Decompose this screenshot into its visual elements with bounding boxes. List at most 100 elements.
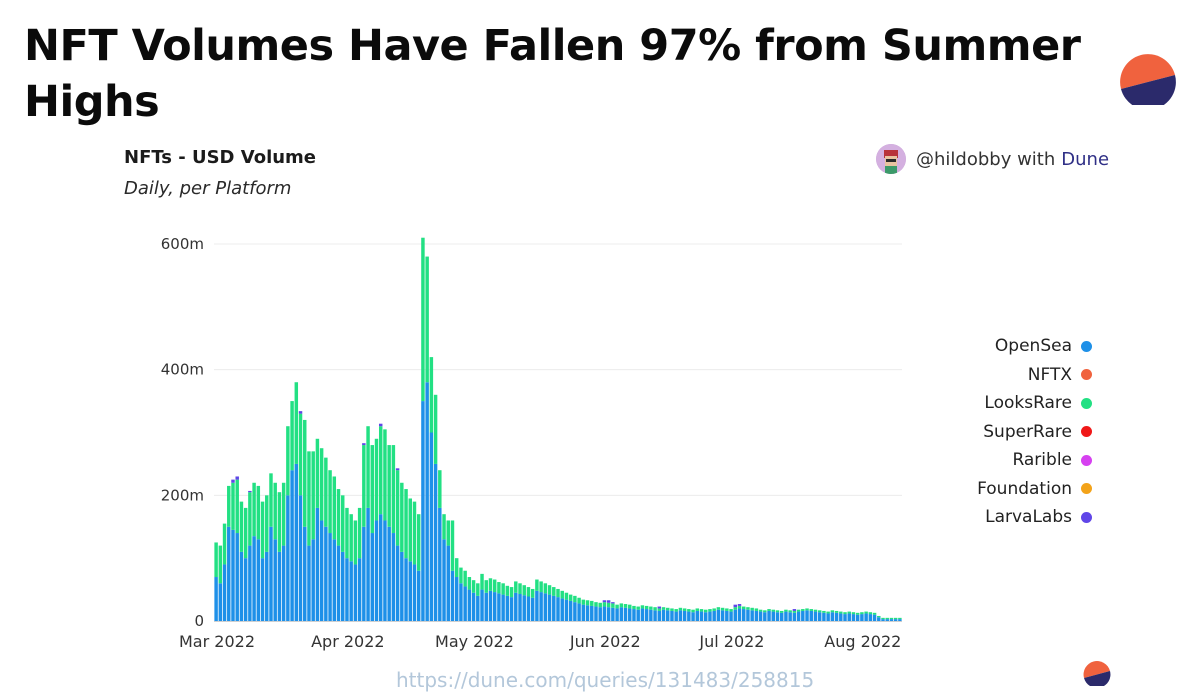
bar-larvalabs[interactable] [606, 600, 611, 603]
bar-looksrare[interactable] [349, 514, 353, 562]
bar-looksrare[interactable] [307, 451, 311, 546]
bar-opensea[interactable] [877, 617, 881, 621]
bar-looksrare[interactable] [484, 580, 488, 593]
bar-opensea[interactable] [467, 589, 472, 621]
bar-looksrare[interactable] [720, 607, 725, 611]
bar-opensea[interactable] [214, 577, 218, 621]
bar-opensea[interactable] [741, 609, 746, 621]
bar-looksrare[interactable] [872, 612, 877, 615]
bar-looksrare[interactable] [716, 607, 721, 610]
bar-opensea[interactable] [425, 382, 429, 621]
bar-opensea[interactable] [547, 594, 552, 621]
bar-looksrare[interactable] [623, 604, 628, 608]
bar-looksrare[interactable] [741, 606, 746, 610]
bar-looksrare[interactable] [691, 609, 695, 613]
bar-larvalabs[interactable] [395, 468, 400, 471]
bar-looksrare[interactable] [526, 587, 531, 597]
bar-looksrare[interactable] [632, 605, 636, 610]
bar-opensea[interactable] [628, 608, 632, 621]
bar-looksrare[interactable] [860, 612, 864, 615]
bar-looksrare[interactable] [328, 470, 332, 534]
bar-looksrare[interactable] [754, 608, 759, 611]
bar-opensea[interactable] [260, 558, 265, 621]
bar-looksrare[interactable] [868, 612, 873, 615]
bar-looksrare[interactable] [877, 615, 881, 618]
bar-opensea[interactable] [543, 593, 548, 621]
bar-opensea[interactable] [480, 589, 484, 621]
bar-looksrare[interactable] [214, 542, 218, 578]
bar-looksrare[interactable] [286, 426, 290, 496]
bar-looksrare[interactable] [577, 597, 581, 604]
bar-opensea[interactable] [530, 597, 535, 621]
bar-opensea[interactable] [222, 564, 227, 621]
bar-opensea[interactable] [416, 570, 421, 621]
bar-looksrare[interactable] [404, 489, 408, 559]
bar-looksrare[interactable] [661, 607, 666, 610]
bar-looksrare[interactable] [788, 610, 792, 613]
bar-looksrare[interactable] [729, 609, 733, 612]
bar-looksrare[interactable] [252, 482, 256, 537]
bar-looksrare[interactable] [497, 582, 501, 594]
legend-item[interactable]: SuperRare [977, 418, 1092, 447]
bar-looksrare[interactable] [277, 492, 282, 552]
bar-looksrare[interactable] [374, 438, 379, 521]
bar-looksrare[interactable] [695, 608, 700, 611]
bar-opensea[interactable] [779, 612, 784, 621]
bar-opensea[interactable] [788, 612, 792, 621]
bar-looksrare[interactable] [438, 470, 442, 508]
bar-opensea[interactable] [526, 596, 531, 621]
bar-looksrare[interactable] [315, 438, 320, 508]
bar-opensea[interactable] [328, 533, 332, 621]
bar-looksrare[interactable] [864, 611, 868, 614]
bar-looksrare[interactable] [581, 599, 586, 605]
bar-looksrare[interactable] [560, 590, 564, 599]
bar-looksrare[interactable] [480, 573, 484, 590]
bar-opensea[interactable] [294, 463, 299, 621]
bar-opensea[interactable] [235, 533, 239, 621]
bar-opensea[interactable] [438, 507, 442, 621]
bar-looksrare[interactable] [834, 610, 839, 613]
bar-opensea[interactable] [463, 586, 467, 621]
bar-looksrare[interactable] [666, 607, 670, 611]
bar-opensea[interactable] [514, 592, 518, 621]
bar-looksrare[interactable] [319, 448, 324, 521]
bar-looksrare[interactable] [522, 585, 526, 596]
bar-larvalabs[interactable] [362, 443, 366, 446]
bar-looksrare[interactable] [822, 610, 826, 613]
bar-looksrare[interactable] [826, 611, 830, 614]
bar-looksrare[interactable] [619, 603, 624, 608]
bar-looksrare[interactable] [585, 600, 590, 606]
bar-opensea[interactable] [471, 592, 476, 621]
bar-looksrare[interactable] [505, 585, 510, 596]
bar-looksrare[interactable] [657, 608, 662, 611]
bar-opensea[interactable] [505, 595, 510, 621]
bar-opensea[interactable] [644, 609, 649, 621]
bar-opensea[interactable] [539, 592, 543, 621]
bar-looksrare[interactable] [801, 609, 805, 611]
bar-looksrare[interactable] [429, 357, 434, 433]
dune-link[interactable]: Dune [1061, 148, 1110, 170]
bar-opensea[interactable] [826, 613, 830, 621]
bar-opensea[interactable] [336, 545, 341, 621]
bar-opensea[interactable] [484, 592, 488, 621]
bar-looksrare[interactable] [294, 382, 299, 464]
bar-looksrare[interactable] [433, 394, 438, 464]
bar-looksrare[interactable] [391, 445, 396, 534]
bar-looksrare[interactable] [573, 595, 577, 603]
bar-opensea[interactable] [319, 520, 324, 621]
bar-opensea[interactable] [699, 611, 704, 621]
bar-looksrare[interactable] [746, 607, 750, 610]
bar-opensea[interactable] [366, 507, 370, 621]
bar-looksrare[interactable] [771, 609, 775, 612]
bar-looksrare[interactable] [636, 606, 640, 610]
bar-opensea[interactable] [429, 432, 434, 622]
bar-opensea[interactable] [256, 539, 261, 621]
bar-looksrare[interactable] [378, 426, 383, 515]
bar-looksrare[interactable] [674, 609, 678, 612]
bar-larvalabs[interactable] [231, 479, 235, 483]
bar-opensea[interactable] [433, 463, 438, 621]
bar-opensea[interactable] [733, 609, 738, 621]
bar-looksrare[interactable] [324, 457, 328, 527]
bar-opensea[interactable] [243, 558, 248, 621]
bar-looksrare[interactable] [290, 401, 294, 471]
